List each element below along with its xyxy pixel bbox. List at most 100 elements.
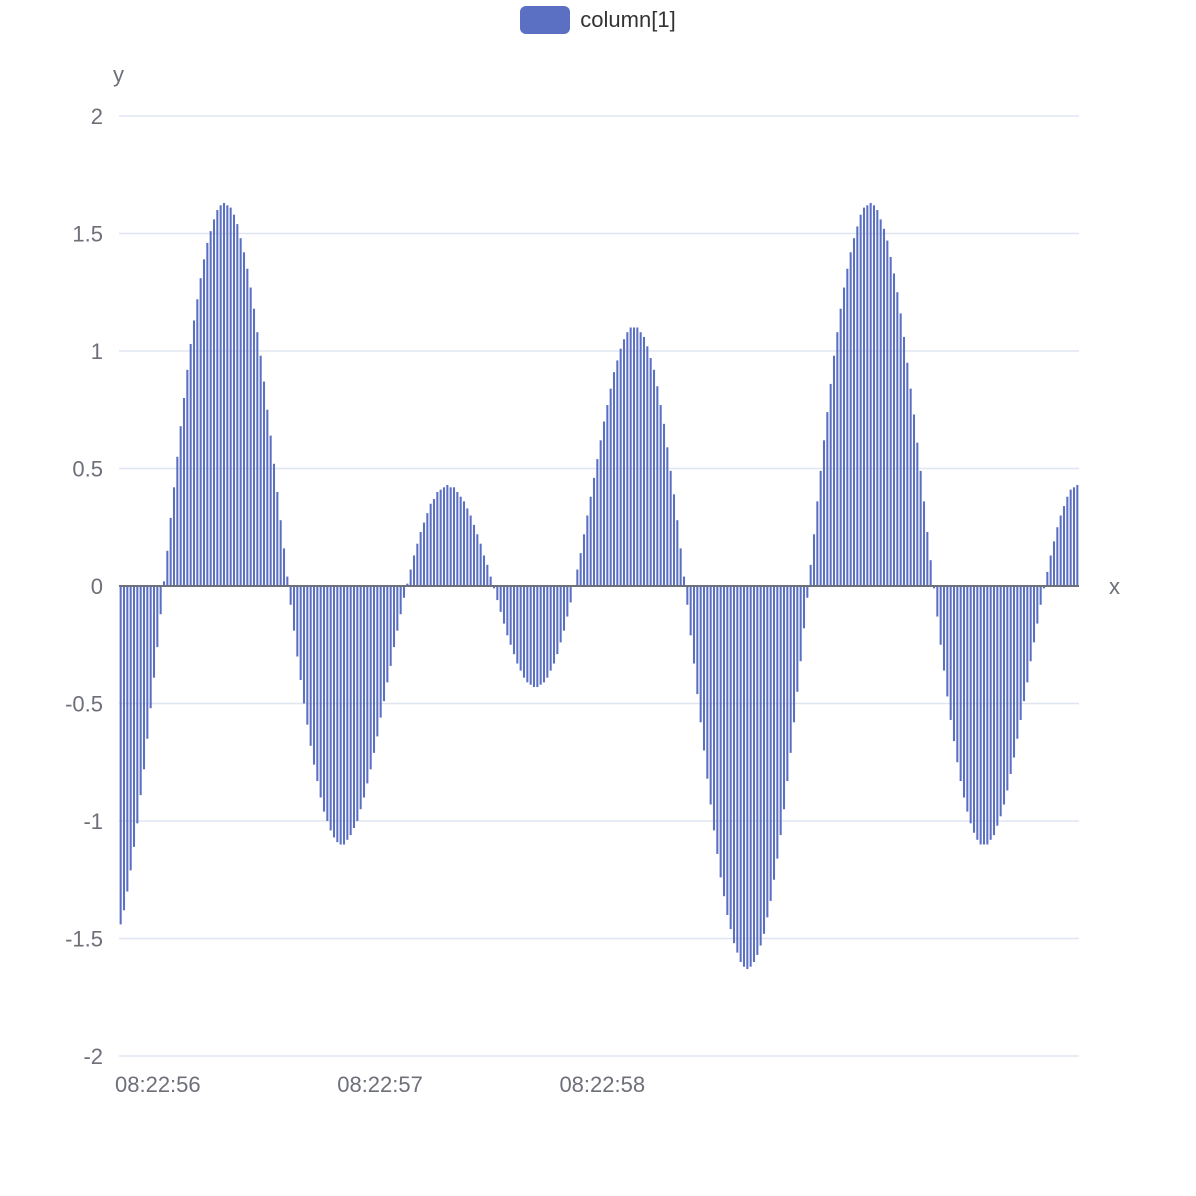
bar[interactable] — [506, 586, 509, 636]
bar[interactable] — [486, 564, 489, 586]
bar[interactable] — [249, 287, 252, 586]
bar[interactable] — [929, 560, 932, 586]
bar[interactable] — [872, 205, 876, 587]
bar[interactable] — [439, 489, 442, 586]
bar[interactable] — [936, 586, 939, 617]
bar[interactable] — [902, 336, 906, 586]
bar[interactable] — [209, 231, 212, 586]
bar[interactable] — [546, 586, 549, 678]
bar[interactable] — [972, 586, 976, 833]
bar[interactable] — [759, 586, 762, 946]
bar[interactable] — [976, 586, 979, 840]
bar[interactable] — [982, 586, 986, 845]
bar[interactable] — [706, 586, 709, 779]
bar[interactable] — [146, 586, 149, 739]
bar[interactable] — [402, 586, 406, 598]
bar[interactable] — [896, 292, 899, 586]
bar[interactable] — [502, 586, 506, 624]
bar[interactable] — [362, 586, 366, 798]
bar[interactable] — [129, 586, 132, 871]
bar[interactable] — [1072, 487, 1076, 586]
bar[interactable] — [366, 586, 369, 784]
bar[interactable] — [356, 586, 359, 821]
bar[interactable] — [169, 517, 172, 586]
bar[interactable] — [516, 586, 519, 664]
bar[interactable] — [269, 435, 272, 586]
bar[interactable] — [329, 586, 332, 831]
bar[interactable] — [232, 214, 236, 586]
bar[interactable] — [922, 501, 926, 586]
bar[interactable] — [792, 586, 796, 723]
bar[interactable] — [469, 515, 472, 587]
bar[interactable] — [202, 259, 206, 586]
bar[interactable] — [392, 586, 396, 648]
bar[interactable] — [482, 555, 486, 586]
bar[interactable] — [452, 487, 456, 586]
bar[interactable] — [899, 313, 902, 586]
bar[interactable] — [672, 494, 676, 586]
bar[interactable] — [1022, 586, 1026, 702]
bar[interactable] — [266, 409, 269, 586]
bar[interactable] — [956, 586, 959, 763]
bar[interactable] — [886, 240, 889, 587]
bar[interactable] — [949, 586, 952, 720]
bar[interactable] — [299, 586, 302, 680]
bar[interactable] — [616, 360, 619, 586]
bar[interactable] — [862, 207, 866, 586]
bar[interactable] — [796, 586, 799, 692]
bar[interactable] — [969, 586, 972, 824]
bar[interactable] — [732, 586, 736, 944]
bar[interactable] — [866, 205, 869, 587]
bar[interactable] — [1056, 527, 1059, 586]
bar[interactable] — [612, 372, 616, 586]
bar[interactable] — [989, 586, 992, 840]
bar[interactable] — [119, 586, 122, 925]
bar[interactable] — [809, 564, 812, 586]
bar[interactable] — [142, 586, 146, 770]
bar[interactable] — [736, 586, 739, 953]
bar[interactable] — [769, 586, 772, 901]
bar[interactable] — [702, 586, 706, 751]
bar[interactable] — [492, 586, 496, 589]
bar[interactable] — [519, 586, 522, 671]
bar[interactable] — [459, 496, 462, 586]
bar[interactable] — [286, 576, 289, 586]
bar[interactable] — [596, 459, 599, 586]
bar[interactable] — [799, 586, 802, 662]
bar[interactable] — [869, 202, 872, 586]
bar[interactable] — [476, 534, 479, 586]
bar[interactable] — [216, 210, 219, 586]
bar[interactable] — [426, 513, 429, 586]
bar[interactable] — [689, 586, 692, 636]
bar[interactable] — [636, 327, 639, 587]
bar[interactable] — [446, 484, 449, 586]
bar[interactable] — [716, 586, 719, 854]
bar[interactable] — [1076, 484, 1079, 586]
bar[interactable] — [649, 358, 652, 586]
bar[interactable] — [1059, 515, 1062, 587]
bar[interactable] — [182, 398, 186, 586]
bar[interactable] — [662, 423, 666, 586]
bar[interactable] — [979, 586, 982, 845]
bar[interactable] — [262, 381, 266, 586]
bar[interactable] — [199, 278, 202, 586]
bar[interactable] — [1016, 586, 1019, 739]
bar[interactable] — [152, 586, 156, 678]
bar[interactable] — [906, 362, 909, 586]
bar[interactable] — [156, 586, 159, 648]
bar[interactable] — [289, 586, 292, 605]
bar[interactable] — [679, 548, 682, 586]
bar[interactable] — [576, 569, 579, 586]
bar[interactable] — [159, 586, 162, 615]
bar[interactable] — [959, 586, 962, 782]
legend[interactable]: column[1] — [0, 6, 1196, 34]
bar[interactable] — [586, 515, 589, 587]
bar[interactable] — [1062, 506, 1066, 586]
bar[interactable] — [536, 586, 539, 688]
bar[interactable] — [359, 586, 362, 810]
bar[interactable] — [629, 327, 632, 587]
bar[interactable] — [149, 586, 152, 709]
bar[interactable] — [276, 492, 279, 586]
bar[interactable] — [382, 586, 386, 702]
bar[interactable] — [252, 308, 256, 586]
